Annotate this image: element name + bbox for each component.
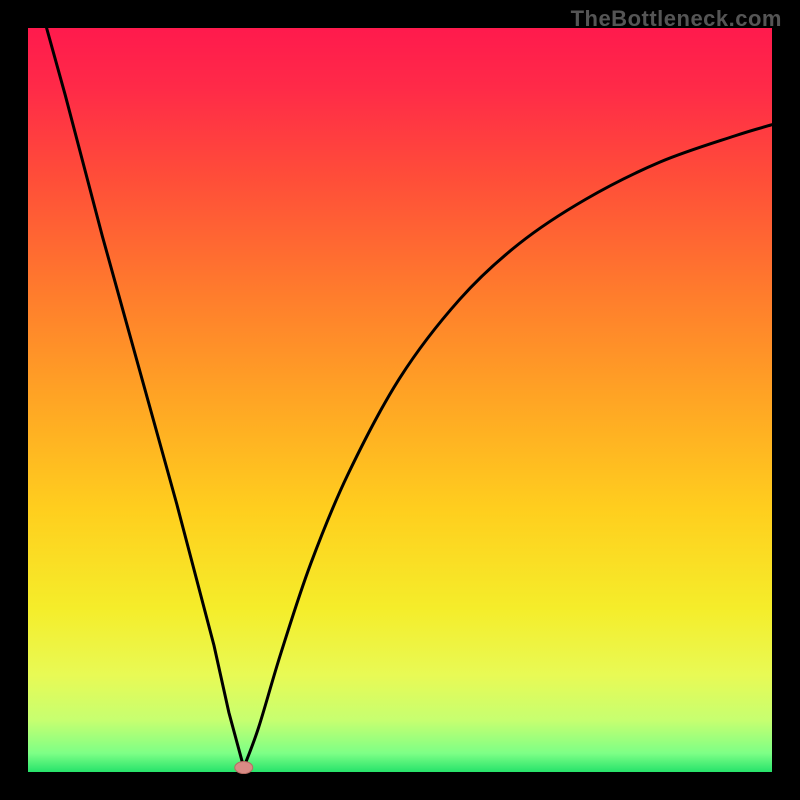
plot-background: [28, 28, 772, 772]
optimum-marker: [235, 762, 253, 774]
chart-container: TheBottleneck.com: [0, 0, 800, 800]
watermark-text: TheBottleneck.com: [571, 6, 782, 32]
bottleneck-chart: [0, 0, 800, 800]
